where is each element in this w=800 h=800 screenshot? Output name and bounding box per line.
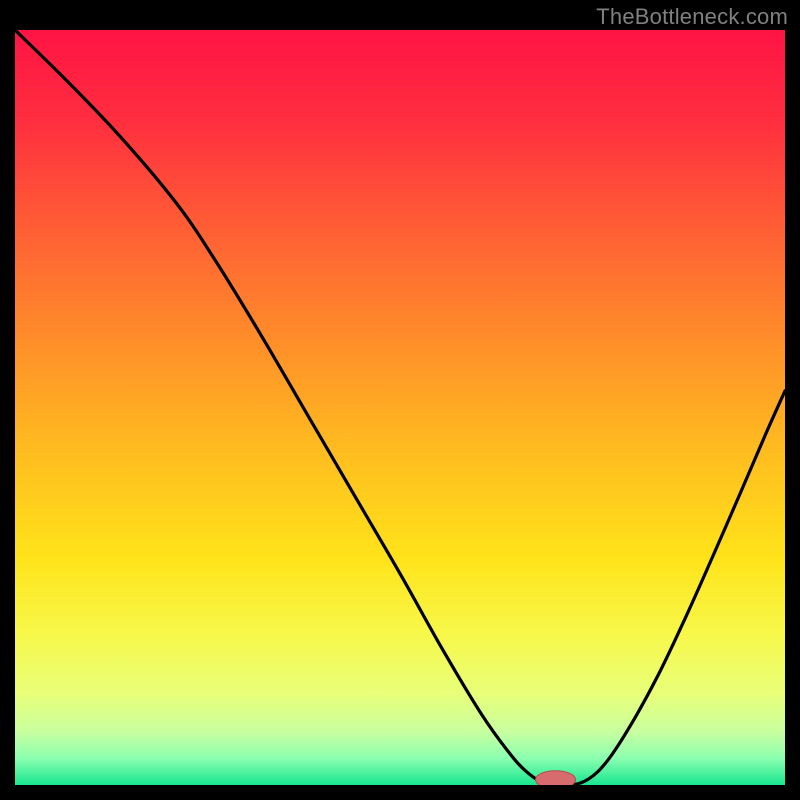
bottleneck-chart — [15, 30, 785, 785]
watermark-text: TheBottleneck.com — [596, 4, 788, 30]
chart-canvas — [15, 30, 785, 785]
gradient-background — [15, 30, 785, 785]
optimal-marker — [536, 771, 576, 785]
